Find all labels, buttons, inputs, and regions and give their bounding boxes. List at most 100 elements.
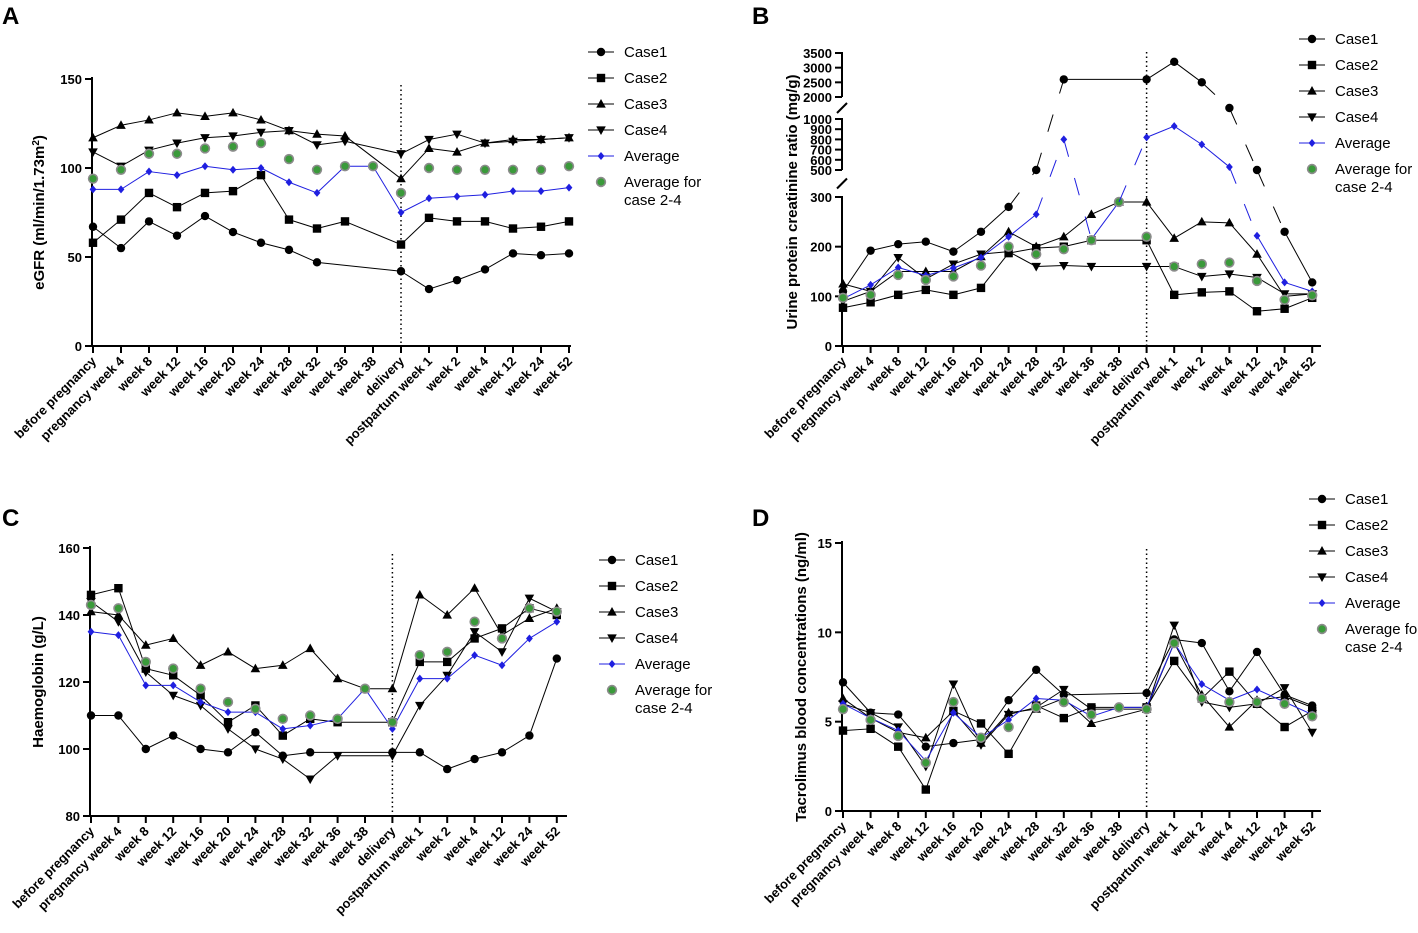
legend-item-average: Average xyxy=(599,656,691,673)
case3-segment xyxy=(148,112,178,121)
avg24-point-week-38 xyxy=(1113,702,1125,713)
average-segment xyxy=(148,171,178,176)
average-segment xyxy=(925,712,954,762)
case2-point-week-8 xyxy=(144,188,154,198)
case2-point-pregnancy-week-4 xyxy=(866,724,875,734)
case2-segment xyxy=(1173,660,1203,699)
average-point-week-20 xyxy=(229,165,237,174)
case3-point-week-32 xyxy=(312,129,322,138)
y-axis: 0 5 10 15 xyxy=(818,536,843,819)
average-segment xyxy=(925,267,954,276)
case2-segment xyxy=(200,695,229,723)
case4-segment xyxy=(428,133,458,141)
avg24-point-week-12 xyxy=(171,148,183,159)
case3-point-week-4 xyxy=(1224,217,1235,227)
case1-point-pregnancy-week-4 xyxy=(866,246,875,255)
case4-point-week-20 xyxy=(976,741,986,750)
case3-segment xyxy=(474,587,503,636)
case4-point-week-52 xyxy=(1307,728,1317,738)
series-case1 xyxy=(838,57,1317,296)
case4-segment xyxy=(1146,625,1175,710)
average-point-week-24 xyxy=(526,634,533,643)
case1-segment xyxy=(1008,669,1037,701)
case2-point-week-24 xyxy=(256,170,266,180)
case2-point-week-2 xyxy=(452,217,462,226)
case4-point-week-24 xyxy=(250,745,261,754)
case1-segment xyxy=(145,735,174,750)
average-segment xyxy=(1256,235,1286,283)
avg24-point-week-24 xyxy=(250,703,261,714)
y-tick-label-50: 50 xyxy=(68,250,82,265)
avg24-point-week-52 xyxy=(563,161,575,172)
case1-point-week-12 xyxy=(497,748,507,757)
legend-item-case2: Case2 xyxy=(1309,517,1388,534)
average-segment xyxy=(842,703,871,719)
case2-segment xyxy=(501,607,530,629)
case2-segment xyxy=(172,674,201,696)
case3-segment xyxy=(260,119,290,132)
case2-segment xyxy=(897,746,927,790)
case4-point-week-20 xyxy=(228,132,238,141)
case1-point-week-12 xyxy=(508,249,518,258)
y-axis-label: Urine protein creatinine ratio (mg/g) xyxy=(784,74,801,329)
average-segment xyxy=(980,236,1009,258)
average-point-before-pregnancy xyxy=(87,627,95,636)
case1-point-delivery xyxy=(1142,75,1151,84)
avg24-point-week-36 xyxy=(339,161,351,172)
avg24-point-week-12 xyxy=(496,633,508,644)
case4-point-week-24 xyxy=(524,594,535,604)
legend: Case1 Case2 Case3 Case4 Average Average forca… xyxy=(1299,31,1412,196)
average-segment xyxy=(176,165,206,176)
case2-segment xyxy=(310,718,338,723)
legend-marker-case1 xyxy=(607,555,617,565)
case4-point-week-12 xyxy=(168,691,178,701)
legend-marker-average xyxy=(1308,139,1316,147)
case3-point-week-24 xyxy=(524,613,535,622)
case1-point-week-32 xyxy=(312,258,322,267)
legend-item-case3: Case3 xyxy=(1309,543,1388,560)
avg24-point-pregnancy-week-4 xyxy=(113,603,124,614)
case2-segment xyxy=(980,252,1009,289)
case4-segment xyxy=(484,140,514,144)
average-point-week-4 xyxy=(481,190,489,199)
legend-item-case4: Case4 xyxy=(1299,109,1378,126)
case1-segment xyxy=(1173,61,1203,83)
avg24-point-before-pregnancy xyxy=(87,173,99,184)
case2-segment xyxy=(1008,247,1037,254)
case3-point-before-pregnancy xyxy=(838,693,848,703)
y-tick-label-15: 15 xyxy=(818,536,832,551)
y-tick-label-100: 100 xyxy=(810,289,832,304)
average-point-week-4 xyxy=(471,651,478,660)
average-point-week-24 xyxy=(1281,278,1288,287)
avg24-point-week-2 xyxy=(451,164,463,175)
axis-break-mark-2 xyxy=(836,102,848,114)
case2-point-week-4 xyxy=(480,217,490,226)
case2-point-week-8 xyxy=(894,742,903,751)
average-point-week-12 xyxy=(498,661,506,670)
legend-item-average: Average xyxy=(1309,595,1401,612)
case4-segment xyxy=(1008,251,1037,267)
y-tick-label-1000: 1000 xyxy=(803,112,832,127)
case4-segment xyxy=(456,133,486,144)
average-break-connector xyxy=(1063,139,1092,240)
legend-label: Average for xyxy=(635,682,712,699)
case2-segment xyxy=(400,217,430,245)
legend-label-line2: case 2-4 xyxy=(1345,639,1403,656)
case1-point-week-20 xyxy=(976,227,986,236)
y-tick-label-10: 10 xyxy=(818,625,832,640)
case4-point-week-8 xyxy=(893,253,903,263)
case3-point-week-24 xyxy=(1003,226,1014,236)
case4-point-week-20 xyxy=(223,725,233,734)
average-point-pregnancy-week-4 xyxy=(867,280,874,289)
legend-marker-case1 xyxy=(1307,34,1317,44)
legend-label: Case3 xyxy=(635,604,678,621)
legend-marker-avg24 xyxy=(606,684,618,696)
legend-marker-case3 xyxy=(1307,86,1317,95)
case4-point-week-24 xyxy=(536,135,546,145)
case2-point-week-20 xyxy=(976,719,986,728)
average-point-week-12 xyxy=(1253,231,1261,240)
case2-segment xyxy=(1063,706,1092,719)
average-point-week-12 xyxy=(1253,685,1261,694)
avg24-point-week-2 xyxy=(1196,258,1208,270)
y-tick-label-200: 200 xyxy=(810,240,832,255)
